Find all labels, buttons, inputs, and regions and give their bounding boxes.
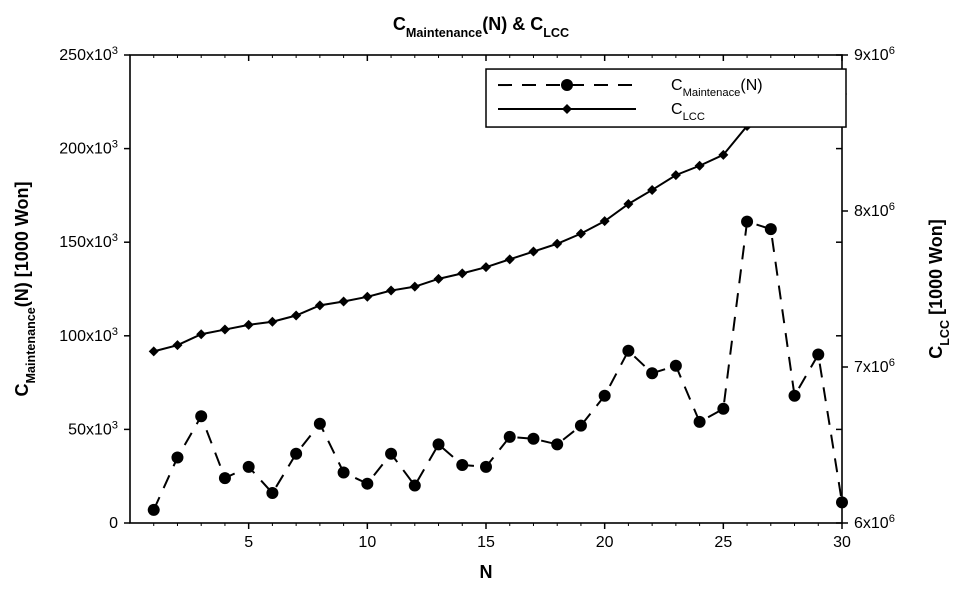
series-maintenance-marker xyxy=(741,216,753,228)
series-maintenance-marker xyxy=(148,504,160,516)
chart-container: 5 10 15 20 25 30 0 50x103 100x103 150x103 200x103 2… xyxy=(0,0,962,598)
series-maintenance-marker xyxy=(504,431,516,443)
series-maintenance-marker xyxy=(171,451,183,463)
y-left-tick-label: 250x103 xyxy=(59,45,118,64)
series-maintenance-marker xyxy=(527,433,539,445)
y-left-tick-label: 150x103 xyxy=(59,232,118,251)
series-maintenance-marker xyxy=(195,410,207,422)
series-maintenance-marker xyxy=(622,345,634,357)
series-maintenance-marker xyxy=(433,438,445,450)
series-maintenance-marker xyxy=(599,390,611,402)
series-maintenance-marker xyxy=(314,418,326,430)
x-axis-label: N xyxy=(480,562,493,582)
y-left-tick-label: 100x103 xyxy=(59,326,118,345)
series-maintenance-marker xyxy=(575,420,587,432)
series-maintenance-marker xyxy=(694,416,706,428)
series-maintenance-marker xyxy=(338,466,350,478)
series-maintenance-marker xyxy=(812,349,824,361)
x-tick-label: 10 xyxy=(358,534,376,551)
series-maintenance-marker xyxy=(361,478,373,490)
x-tick-label: 25 xyxy=(714,534,732,551)
legend: CMaintenace(N)CLCC xyxy=(486,69,846,127)
series-maintenance-marker xyxy=(836,496,848,508)
x-tick-label: 5 xyxy=(244,534,253,551)
series-maintenance-marker xyxy=(385,448,397,460)
series-maintenance-marker xyxy=(551,438,563,450)
series-maintenance-marker xyxy=(290,448,302,460)
x-tick-label: 30 xyxy=(833,534,851,551)
series-maintenance-marker xyxy=(789,390,801,402)
series-maintenance-marker xyxy=(219,472,231,484)
chart-svg: 5 10 15 20 25 30 0 50x103 100x103 150x103 200x103 2… xyxy=(0,0,962,598)
series-maintenance-marker xyxy=(717,403,729,415)
series-maintenance-marker xyxy=(670,360,682,372)
x-tick-label: 15 xyxy=(477,534,495,551)
y-left-tick-label: 50x103 xyxy=(68,419,118,438)
y-left-tick-label: 200x103 xyxy=(59,139,118,158)
y-left-tick-label: 0 xyxy=(109,515,118,532)
series-maintenance-marker xyxy=(266,487,278,499)
series-maintenance-marker xyxy=(765,223,777,235)
x-tick-label: 20 xyxy=(596,534,614,551)
series-maintenance-marker xyxy=(456,459,468,471)
series-maintenance-marker xyxy=(409,480,421,492)
series-maintenance-marker xyxy=(480,461,492,473)
series-maintenance-marker xyxy=(646,367,658,379)
series-maintenance-marker xyxy=(243,461,255,473)
